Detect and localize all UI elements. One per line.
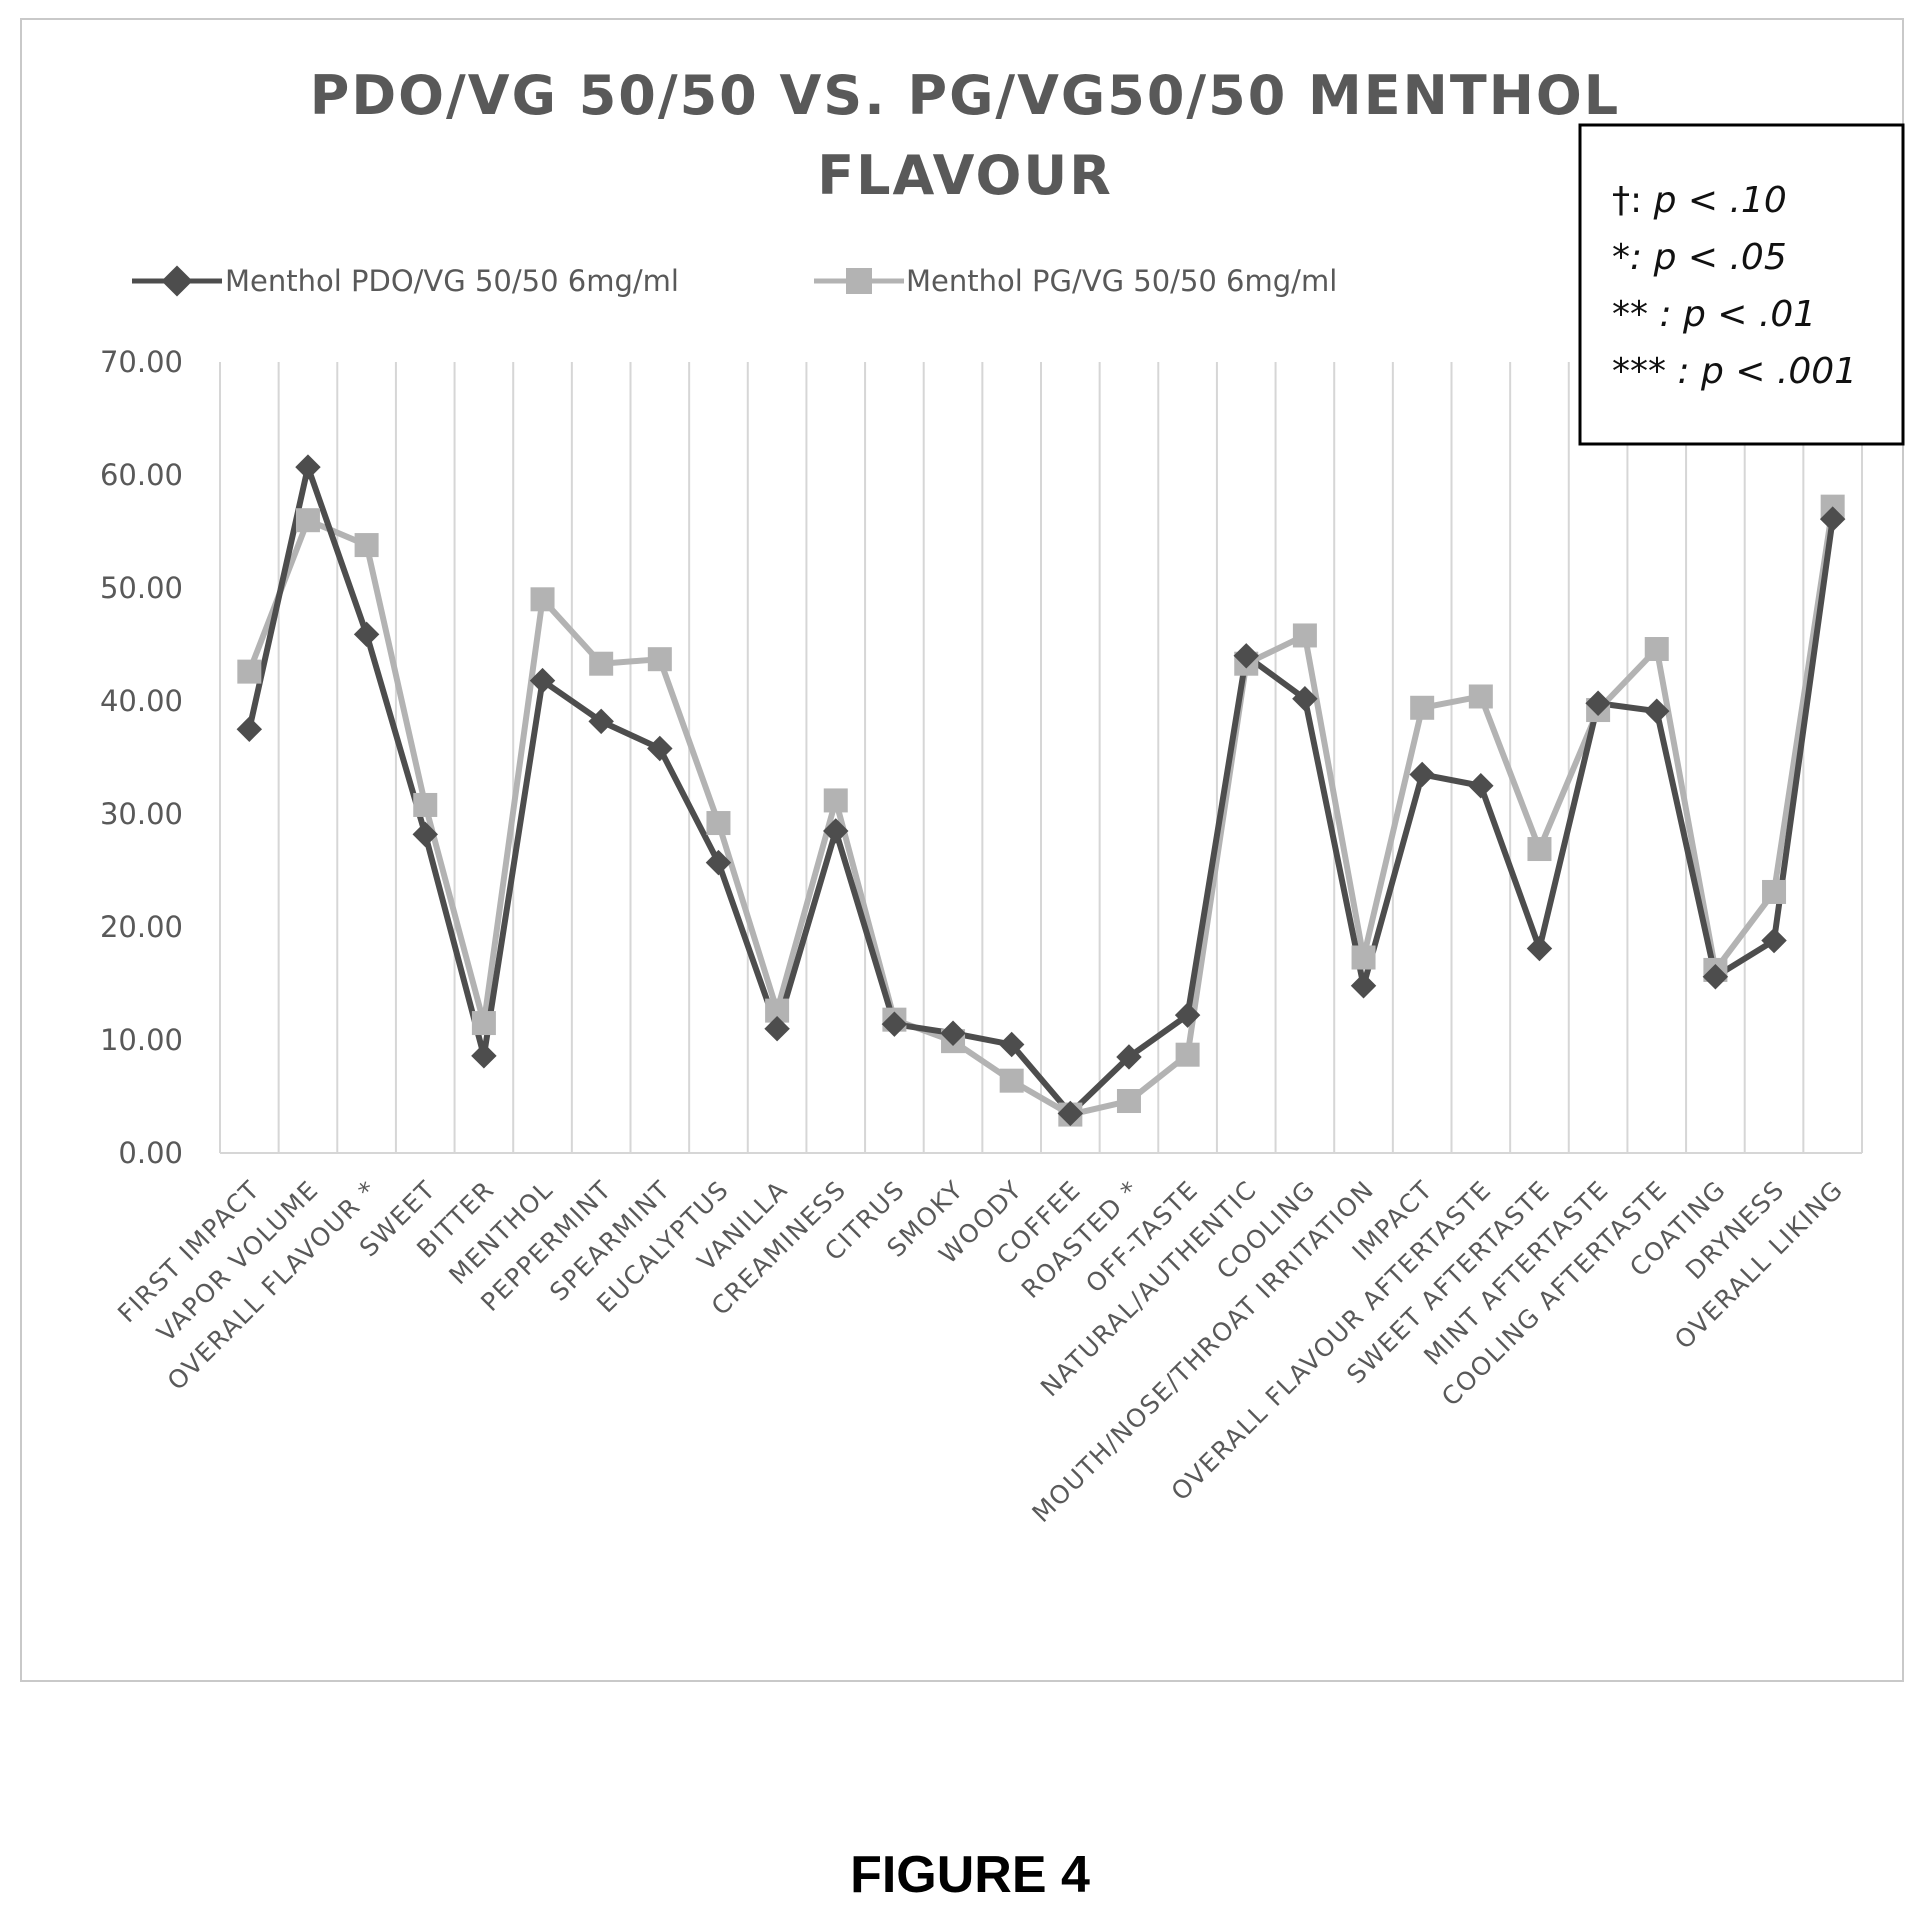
data-point-pg <box>706 811 731 836</box>
significance-symbol: †: <box>1612 180 1654 221</box>
y-tick-label: 20.00 <box>100 910 183 944</box>
data-point-pg <box>1410 695 1435 720</box>
data-point-pdo <box>471 1043 497 1069</box>
significance-threshold: p < .001 <box>1700 351 1857 392</box>
data-point-pdo <box>295 454 321 480</box>
chart-title: PDO/VG 50/50 VS. PG/VG50/50 MENTHOL FLAV… <box>310 64 1620 207</box>
data-point-pdo <box>823 818 849 844</box>
data-point-pdo <box>588 708 614 735</box>
data-point-pg <box>354 533 379 558</box>
data-point-pdo <box>1468 773 1494 799</box>
legend-label-pg: Menthol PG/VG 50/50 6mg/ml <box>906 264 1337 298</box>
significance-symbol: ** : <box>1612 294 1683 335</box>
legend-marker-square <box>846 268 872 294</box>
data-point-pdo <box>705 849 732 876</box>
chart-frame <box>20 18 1904 1682</box>
y-tick-label: 10.00 <box>100 1023 183 1057</box>
series-line-pg <box>246 506 1836 1118</box>
data-point-pg <box>589 651 614 676</box>
data-point-pg <box>1527 837 1552 862</box>
significance-symbol: *: <box>1612 237 1654 278</box>
significance-box-border <box>1578 123 1905 446</box>
significance-threshold: p < .10 <box>1653 180 1787 221</box>
legend-item-pdo: Menthol PDO/VG 50/50 6mg/ml <box>132 264 679 298</box>
data-point-pg <box>237 659 262 684</box>
y-tick-label: 60.00 <box>100 458 183 492</box>
series-lines <box>246 464 1836 1118</box>
significance-threshold: p < .01 <box>1682 294 1816 335</box>
chart-title-line-2: FLAVOUR <box>817 144 1113 207</box>
significance-symbol: *** : <box>1612 351 1701 392</box>
y-tick-label: 40.00 <box>100 684 183 718</box>
y-tick-label: 30.00 <box>100 797 183 831</box>
chart-title-line-1: PDO/VG 50/50 VS. PG/VG50/50 MENTHOL <box>310 64 1620 127</box>
figure-label: FIGURE 4 <box>850 1846 1090 1904</box>
significance-threshold: p < .05 <box>1653 237 1787 278</box>
data-point-pdo <box>647 735 673 762</box>
legend-label-pdo: Menthol PDO/VG 50/50 6mg/ml <box>225 264 679 298</box>
significance-line: ** : p < .01 <box>1612 294 1816 335</box>
legend-marker-diamond <box>161 265 193 297</box>
data-point-pg <box>1762 879 1787 904</box>
data-point-pdo <box>1350 973 1377 999</box>
series-line-pdo <box>246 464 1836 1117</box>
data-point-pdo <box>529 667 556 694</box>
y-tick-label: 0.00 <box>118 1136 183 1170</box>
series-markers <box>236 454 1846 1127</box>
data-point-pdo <box>412 821 438 848</box>
data-point-pg <box>823 788 848 813</box>
data-point-pg <box>413 792 438 817</box>
significance-line: *** : p < .001 <box>1612 351 1857 392</box>
data-point-pg <box>471 1011 496 1036</box>
gridlines <box>219 362 1863 1153</box>
legend: Menthol PDO/VG 50/50 6mg/ml Menthol PG/V… <box>132 264 1337 298</box>
data-point-pg <box>530 587 555 612</box>
data-point-pg <box>1175 1042 1200 1067</box>
data-point-pg <box>1351 945 1376 970</box>
significance-line: *: p < .05 <box>1612 237 1787 278</box>
data-point-pg <box>1116 1089 1141 1114</box>
data-point-pg <box>647 647 672 672</box>
data-point-pdo <box>1526 935 1553 962</box>
y-tick-label: 70.00 <box>100 345 183 379</box>
significance-line: †: p < .10 <box>1612 180 1787 221</box>
data-point-pg <box>295 508 320 533</box>
data-point-pg <box>1644 637 1669 662</box>
y-axis-tick-labels: 0.00 10.00 20.00 30.00 40.00 50.00 60.00 70.00 <box>100 345 183 1170</box>
data-point-pg <box>1292 623 1317 648</box>
data-point-pg <box>1468 684 1493 709</box>
data-point-pdo <box>353 621 380 648</box>
data-point-pdo <box>1409 761 1435 788</box>
data-point-pg <box>999 1068 1024 1093</box>
y-tick-label: 50.00 <box>100 571 183 605</box>
data-point-pdo <box>236 716 263 742</box>
significance-legend-box: †: p < .10 *: p < .05 ** : p < .01 *** :… <box>1578 123 1905 446</box>
data-point-pdo <box>881 1011 908 1037</box>
legend-item-pg: Menthol PG/VG 50/50 6mg/ml <box>814 264 1337 298</box>
